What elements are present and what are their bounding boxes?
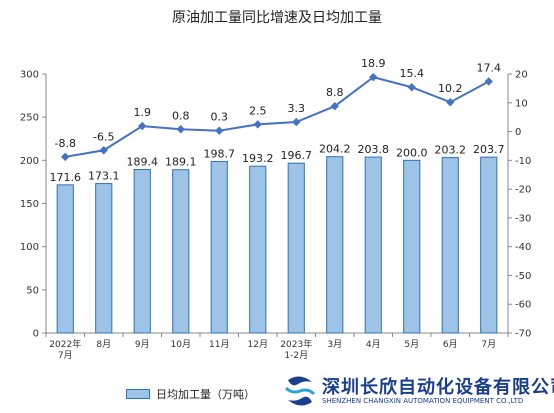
line-point — [484, 77, 493, 86]
bar-series — [56, 156, 498, 334]
line-value-label: 15.4 — [400, 67, 425, 80]
logo-name-en: SHENZHEN CHANGXIN AUTOMATION EQUIPMENT C… — [322, 397, 524, 405]
line-point — [369, 72, 378, 82]
line-point — [446, 98, 455, 107]
line-value-label: -8.8 — [55, 137, 76, 150]
right-tick-label: 10 — [515, 98, 528, 109]
left-tick-label: 0 — [33, 329, 39, 340]
bar — [403, 159, 421, 334]
x-tick-label: 1-2月 — [284, 350, 308, 361]
line-point — [407, 83, 416, 92]
bar — [56, 184, 74, 334]
bar-value-label: 203.7 — [473, 143, 505, 156]
x-tick-label: 7月 — [481, 339, 496, 350]
left-tick-label: 200 — [20, 156, 39, 167]
x-tick-label: 2022年 — [49, 338, 81, 350]
chart-axes: 050100150200250300-70-60-50-40-30-20-100… — [20, 70, 531, 362]
line-value-label: 10.2 — [438, 82, 463, 95]
left-tick-label: 250 — [20, 113, 39, 124]
line-point — [292, 117, 301, 127]
bar-value-label: 173.1 — [88, 170, 120, 183]
bar-value-label: 203.8 — [358, 143, 390, 156]
right-tick-label: -50 — [515, 271, 531, 282]
bar — [287, 162, 305, 334]
legend-swatch — [126, 389, 150, 399]
x-tick-label: 11月 — [209, 339, 229, 350]
bar-value-label: 189.1 — [165, 156, 197, 169]
bar-value-label: 189.4 — [127, 155, 159, 168]
right-tick-label: 20 — [515, 70, 528, 81]
line-value-label: 18.9 — [361, 57, 386, 70]
line-series — [61, 72, 493, 162]
bar-value-label: 204.2 — [319, 143, 351, 156]
bar-value-label: 196.7 — [281, 149, 313, 162]
line-point — [61, 152, 70, 162]
line-value-label: 0.8 — [172, 109, 190, 122]
bar-value-label: 198.7 — [204, 147, 236, 160]
bar — [249, 165, 267, 334]
left-tick-label: 150 — [20, 199, 39, 210]
x-tick-label: 5月 — [404, 339, 419, 350]
left-tick-label: 100 — [20, 242, 39, 253]
x-tick-label: 9月 — [135, 339, 150, 350]
right-tick-label: -60 — [515, 300, 531, 311]
x-tick-label: 4月 — [366, 339, 381, 350]
bar — [210, 160, 228, 334]
logo-name-cn: 深圳长欣自动化设备有限公司 — [322, 377, 554, 398]
bar-value-label: 193.2 — [242, 152, 274, 165]
line-value-label: 17.4 — [477, 61, 502, 74]
bar — [95, 183, 113, 334]
right-tick-label: 0 — [515, 127, 521, 138]
line-value-label: 2.5 — [249, 104, 267, 117]
right-tick-label: -30 — [515, 213, 531, 224]
bar-value-label: 200.0 — [396, 146, 428, 159]
line-value-label: 8.8 — [326, 86, 344, 99]
line-point — [330, 102, 339, 111]
line-point — [253, 120, 262, 129]
bar-value-label: 203.2 — [435, 144, 467, 157]
x-tick-label: 8月 — [96, 339, 111, 350]
right-tick-label: -20 — [515, 185, 531, 196]
bar-value-label: 171.6 — [50, 171, 82, 184]
line-value-label: 0.3 — [211, 111, 229, 124]
data-labels: 171.6 173.1 189.4 189.1 198.7 193.2 196.7 204.2… — [50, 57, 505, 184]
x-tick-label: 10月 — [171, 339, 191, 350]
x-tick-label: 2023年 — [280, 338, 312, 350]
left-tick-label: 300 — [20, 70, 39, 81]
line-value-label: 3.3 — [288, 102, 306, 115]
bar — [326, 156, 344, 334]
bar — [441, 157, 459, 334]
line-value-label: -6.5 — [93, 130, 114, 143]
x-tick-label: 3月 — [327, 339, 342, 350]
bar — [133, 168, 151, 334]
line-point — [99, 146, 108, 155]
bar — [480, 156, 498, 334]
growth-line — [65, 76, 490, 158]
left-tick-label: 50 — [26, 285, 39, 296]
right-tick-label: -40 — [515, 242, 531, 253]
right-tick-label: -70 — [515, 329, 531, 340]
line-point — [138, 121, 147, 131]
right-tick-label: -10 — [515, 156, 531, 167]
x-tick-label: 7月 — [58, 350, 73, 361]
line-point — [176, 125, 185, 134]
legend-label: 日均加工量（万吨） — [156, 388, 255, 401]
bar — [172, 169, 190, 334]
chart-title: 原油加工量同比增速及日均加工量 — [172, 10, 382, 26]
logo-mark-icon — [284, 376, 316, 406]
x-tick-label: 12月 — [248, 339, 268, 350]
line-point — [215, 126, 224, 135]
line-value-label: 1.9 — [134, 106, 152, 119]
company-logo: 深圳长欣自动化设备有限公司 SHENZHEN CHANGXIN AUTOMATI… — [282, 372, 554, 410]
legend: 日均加工量（万吨） — [126, 386, 255, 402]
x-tick-label: 6月 — [443, 339, 458, 350]
bar — [364, 156, 382, 334]
